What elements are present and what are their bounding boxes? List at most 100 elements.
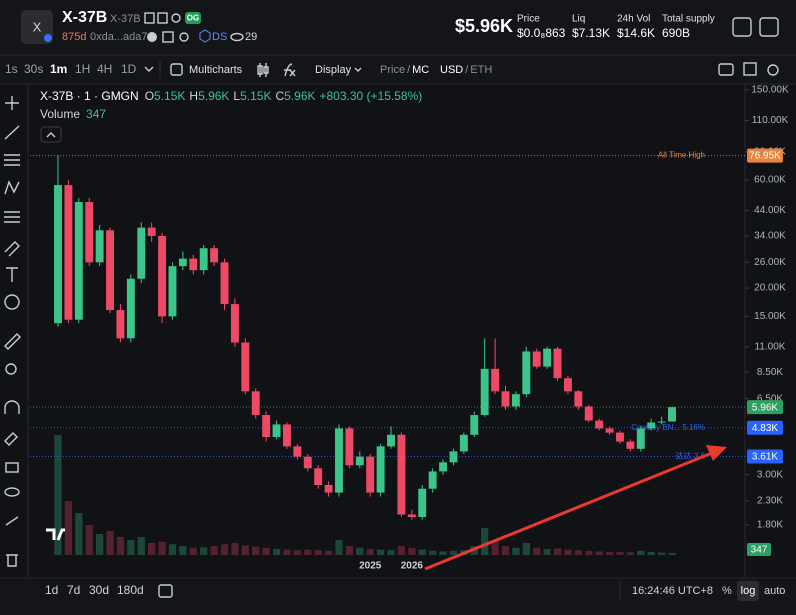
search-icon[interactable] — [179, 32, 189, 42]
watermark — [46, 528, 65, 541]
trendline-tool[interactable] — [4, 125, 20, 140]
y-tick-label: 6.50K — [757, 393, 783, 404]
candle-body — [303, 456, 312, 469]
price-line-text: Cowboy BN... 5.16% — [631, 423, 705, 432]
stat-label: Liq — [572, 14, 585, 25]
eye-icon — [230, 32, 244, 42]
volume-bar — [220, 544, 229, 555]
eth-option[interactable]: ETH — [470, 64, 492, 76]
token-ticker: X-37B — [110, 13, 141, 25]
token-address[interactable]: 0xda...ada7 — [90, 31, 148, 43]
screenshot-button[interactable] — [718, 63, 734, 76]
checkbox[interactable] — [170, 63, 183, 76]
candle-body — [418, 488, 427, 518]
copy-icon[interactable] — [157, 12, 168, 24]
zoom-tool[interactable] — [5, 363, 17, 375]
currency-toggle[interactable]: USD / ETH — [440, 64, 492, 76]
stat-value: $0.0₈863 — [517, 26, 566, 40]
lock-drawing-tool[interactable] — [4, 432, 18, 446]
pattern-tool[interactable] — [4, 180, 20, 195]
y-tick-label: 8.50K — [757, 367, 783, 378]
interval-button[interactable]: 1H — [75, 62, 90, 76]
volume-bar — [626, 552, 635, 555]
volume-bar — [449, 550, 458, 555]
date-picker[interactable] — [158, 584, 173, 598]
volume-bar — [429, 550, 437, 555]
edit-icon[interactable] — [144, 12, 155, 24]
settings-button[interactable] — [767, 64, 779, 76]
fib-tool[interactable] — [4, 154, 20, 166]
price-mc-toggle[interactable]: Price / MC — [380, 64, 429, 76]
range-button[interactable]: 1d — [45, 583, 58, 597]
candle-body — [407, 514, 416, 518]
projection-tool[interactable] — [4, 211, 20, 223]
price-option[interactable]: Price — [380, 64, 405, 76]
brush-tool[interactable] — [4, 241, 20, 257]
x-tick-label: 2026 — [401, 561, 424, 572]
volume-bar — [252, 546, 260, 555]
volume-bar — [616, 552, 624, 555]
log-toggle[interactable]: log — [741, 585, 756, 597]
fullscreen-button[interactable] — [743, 62, 757, 76]
volume-bar — [200, 547, 208, 555]
price-line-text: All Time High — [658, 151, 705, 160]
usd-option[interactable]: USD — [440, 64, 463, 76]
volume-bar — [408, 547, 416, 555]
volume-bar — [605, 552, 614, 555]
magnet-tool[interactable] — [4, 400, 20, 414]
interval-button[interactable]: 1D — [121, 62, 137, 76]
volume-bar — [595, 551, 603, 555]
candle-body — [137, 227, 146, 279]
volume-bar — [376, 549, 385, 555]
interval-button[interactable]: 30s — [24, 62, 43, 76]
price-tag-label: 4.83K — [752, 423, 778, 434]
ds-link[interactable]: DS — [212, 31, 227, 43]
delete-tool[interactable] — [6, 554, 18, 567]
share-icon[interactable] — [171, 13, 181, 23]
collapse-button[interactable] — [40, 126, 62, 143]
auto-toggle[interactable]: auto — [764, 585, 785, 597]
candle-body — [74, 202, 83, 320]
interval-button[interactable]: 1s — [5, 62, 18, 76]
range-button[interactable]: 7d — [67, 583, 80, 597]
multicharts[interactable]: Multicharts — [189, 64, 243, 76]
crosshair-tool[interactable] — [5, 96, 19, 110]
mc-option[interactable]: MC — [412, 64, 429, 76]
watchers: 29 — [245, 31, 257, 43]
lock-tool[interactable] — [5, 462, 19, 473]
candle-body — [574, 391, 583, 407]
candle-body — [335, 428, 343, 493]
chevron[interactable] — [354, 67, 362, 72]
volume-bar — [501, 546, 510, 555]
social-icon[interactable] — [162, 31, 174, 43]
volume-bar — [366, 549, 374, 555]
chevron[interactable] — [144, 66, 154, 72]
candle-body — [543, 348, 552, 367]
candle-body — [64, 185, 73, 320]
alert-button[interactable] — [732, 17, 752, 37]
candle-body — [282, 424, 291, 447]
social-icon[interactable] — [147, 32, 157, 42]
price-tag-label: 3.61K — [752, 452, 778, 463]
text-tool[interactable] — [6, 267, 18, 282]
candle-body — [428, 471, 437, 489]
candle-body — [511, 394, 520, 407]
range-button[interactable]: 180d — [117, 583, 144, 597]
emoji-tool[interactable] — [4, 294, 20, 310]
candle-body — [251, 391, 260, 416]
drawing-toolbar — [4, 96, 21, 567]
price-tag-label: 76.95K — [749, 151, 781, 162]
display-menu[interactable]: Display — [315, 64, 352, 76]
chart-type-icon[interactable] — [257, 63, 269, 77]
percent-toggle[interactable]: % — [722, 585, 732, 597]
interval-button[interactable]: 4H — [97, 62, 112, 76]
layout-button[interactable] — [759, 17, 779, 37]
volume-bar — [356, 547, 364, 555]
ruler-tool[interactable] — [4, 333, 21, 350]
volume-bar — [283, 549, 291, 555]
link-tool[interactable] — [5, 516, 19, 526]
range-button[interactable]: 30d — [89, 583, 109, 597]
visibility-tool[interactable] — [4, 487, 20, 497]
interval-button[interactable]: 1m — [50, 62, 67, 76]
indicators-icon[interactable] — [284, 63, 296, 77]
